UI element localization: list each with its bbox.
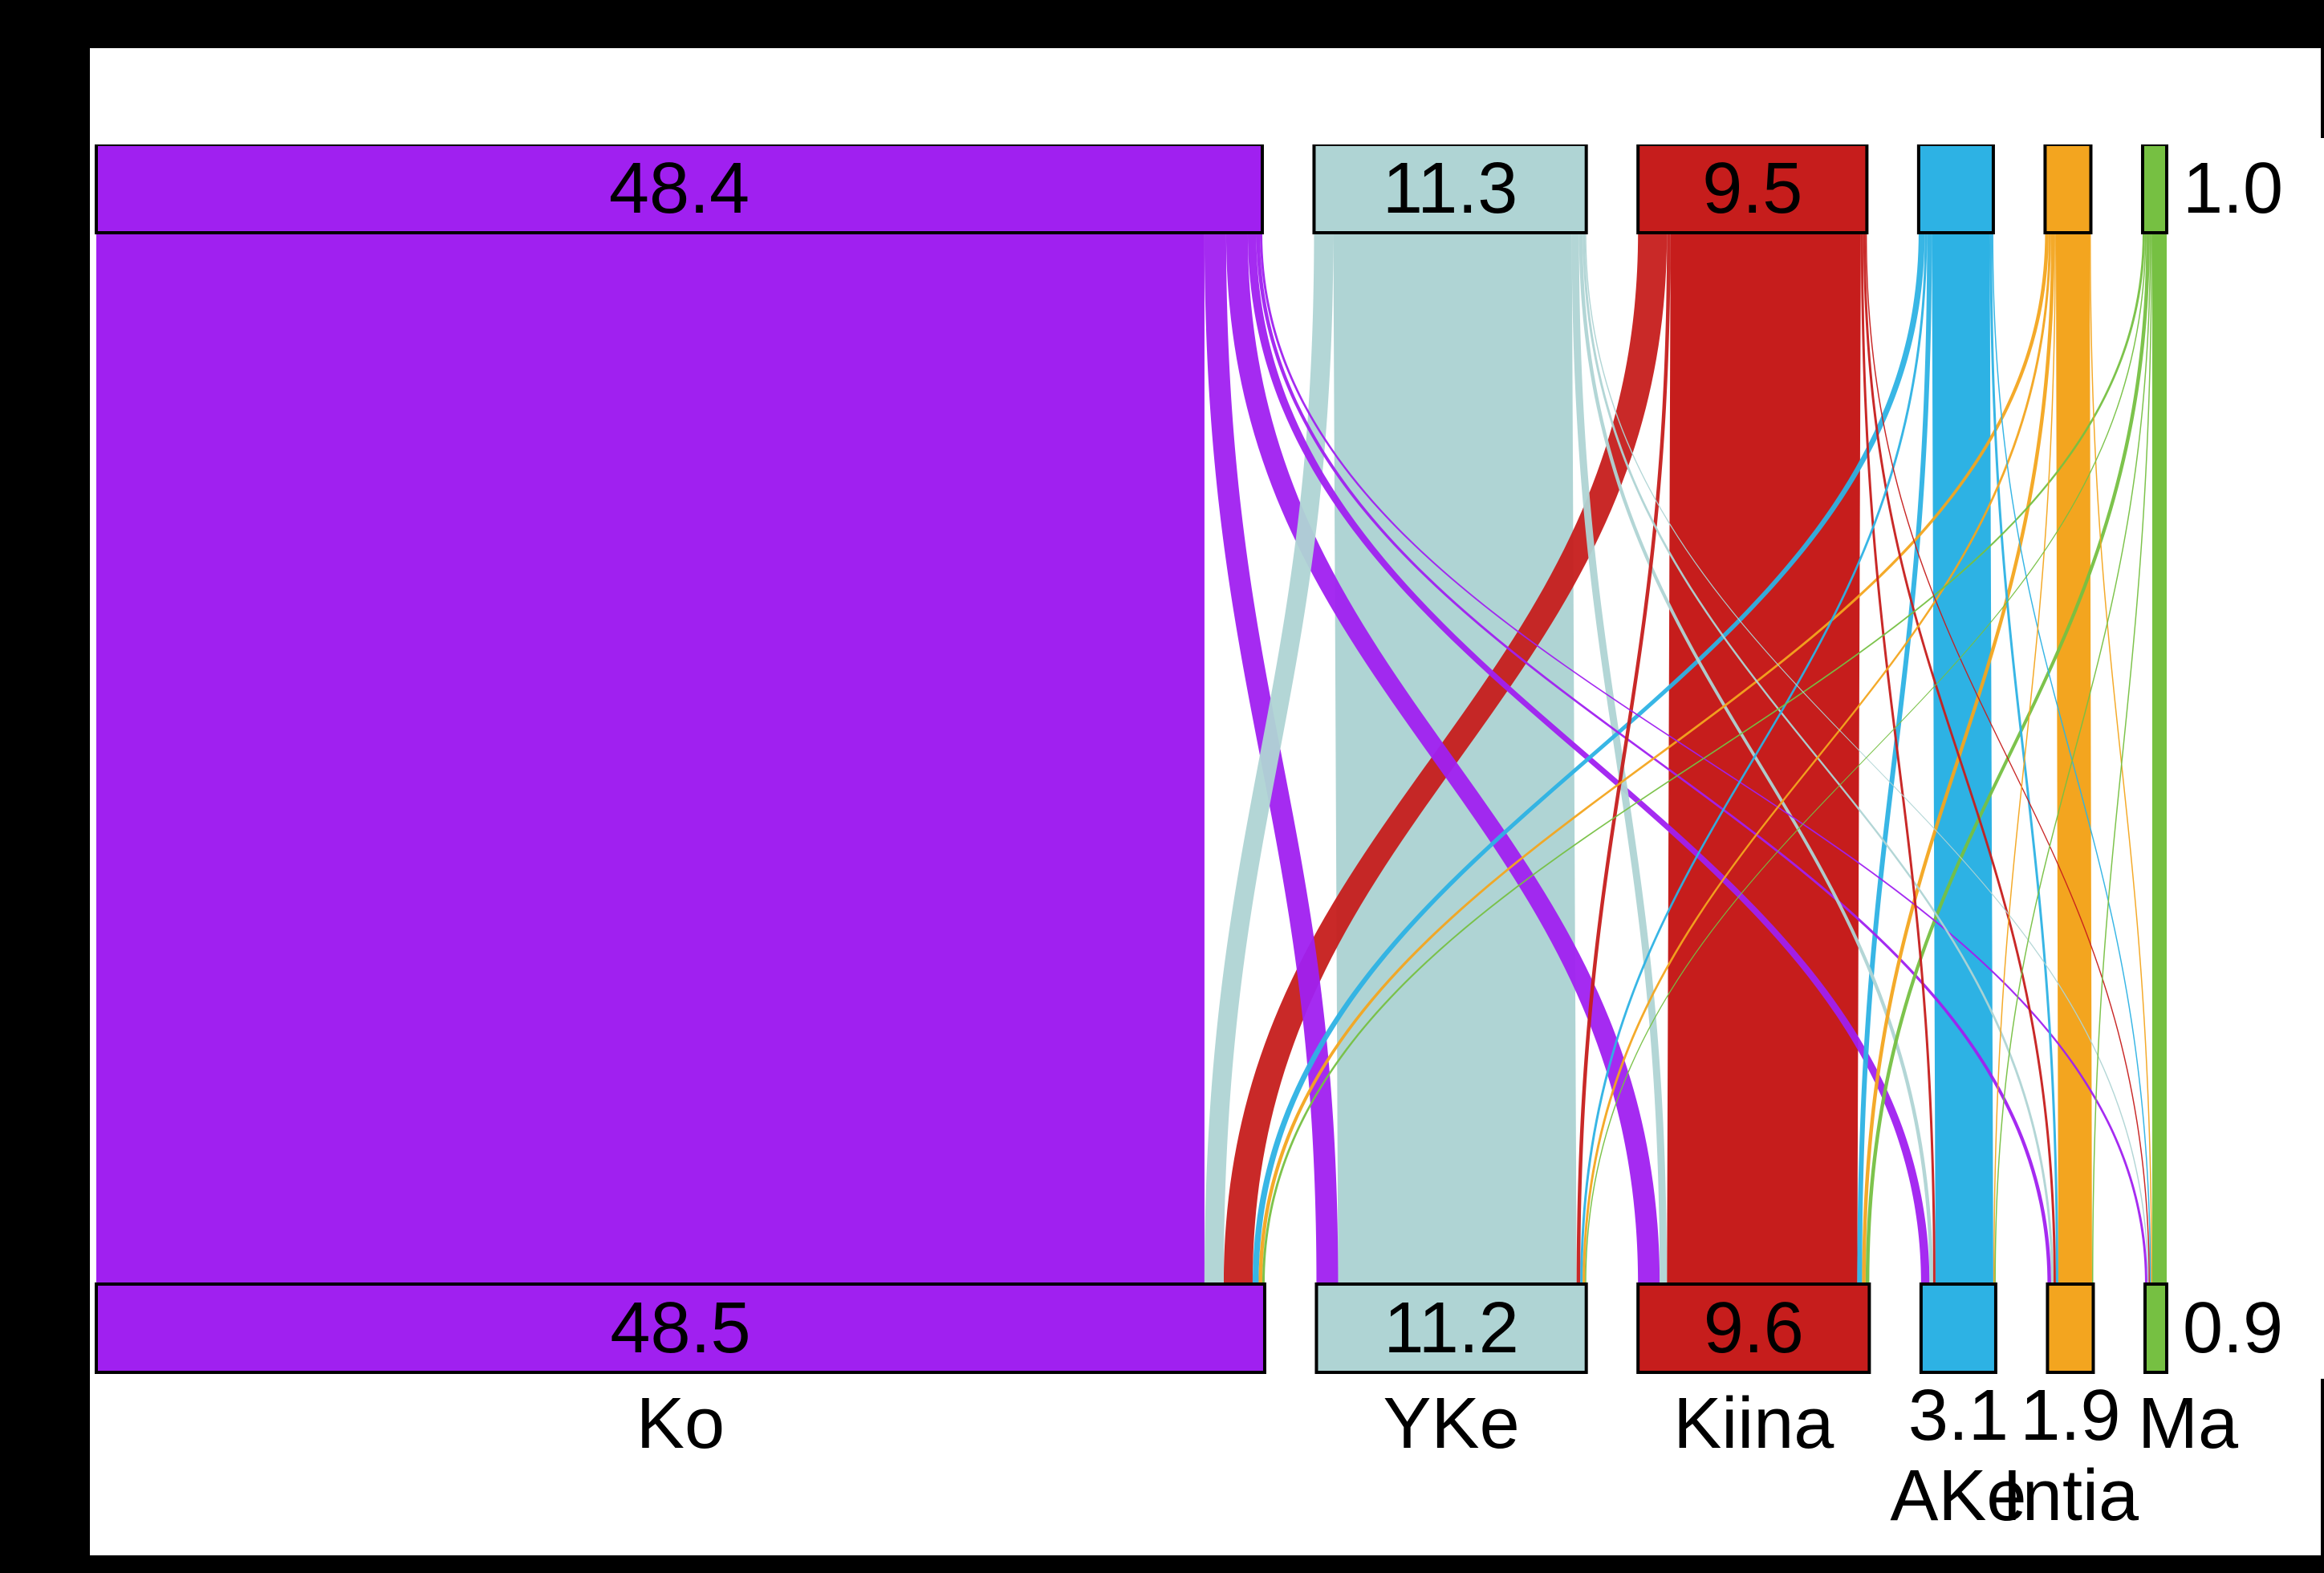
bottom-value-ake: 3.1 bbox=[1908, 1376, 2009, 1456]
top-value-kiina: 9.5 bbox=[1702, 148, 1802, 229]
bottom-value-ko: 48.5 bbox=[610, 1288, 750, 1368]
bottom-label-ko: Ko bbox=[636, 1384, 725, 1464]
alluvial-chart: Ko48.448.5KoYKe11.311.2YKeKiina9.59.6Kii… bbox=[0, 0, 2324, 1573]
bottom-value-yke: 11.2 bbox=[1383, 1288, 1519, 1368]
bottom-box-ma bbox=[2145, 1284, 2167, 1372]
top-value-ko: 48.4 bbox=[609, 148, 750, 229]
bottom-value-intia: 1.9 bbox=[2020, 1376, 2120, 1456]
bottom-label-ma: Ma bbox=[2138, 1384, 2239, 1464]
top-value-ma: 1.0 bbox=[2183, 148, 2283, 229]
top-box-intia bbox=[2045, 144, 2090, 233]
bottom-value-kiina: 9.6 bbox=[1704, 1288, 1804, 1368]
bottom-box-ake bbox=[1921, 1284, 1996, 1372]
bottom-label-kiina: Kiina bbox=[1673, 1384, 1834, 1464]
bottom-box-intia bbox=[2047, 1284, 2093, 1372]
bottom-label-yke: YKe bbox=[1383, 1384, 1520, 1464]
flow-ake-to-ake bbox=[1932, 233, 1993, 1284]
top-box-ake bbox=[1919, 144, 1993, 233]
flow-kiina-to-kiina bbox=[1667, 233, 1861, 1284]
flow-ko-to-ko bbox=[96, 233, 1205, 1284]
chart-svg: Ko48.448.5KoYKe11.311.2YKeKiina9.59.6Kii… bbox=[0, 0, 2324, 1573]
top-value-yke: 11.3 bbox=[1383, 148, 1518, 229]
flow-intia-to-intia bbox=[2056, 233, 2092, 1284]
bottom-value-ma: 0.9 bbox=[2183, 1288, 2283, 1368]
bottom-label-intia: Intia bbox=[2002, 1456, 2139, 1536]
top-box-ma bbox=[2143, 144, 2167, 233]
flows-group bbox=[96, 233, 2167, 1284]
flow-ma-to-ma bbox=[2152, 233, 2167, 1284]
